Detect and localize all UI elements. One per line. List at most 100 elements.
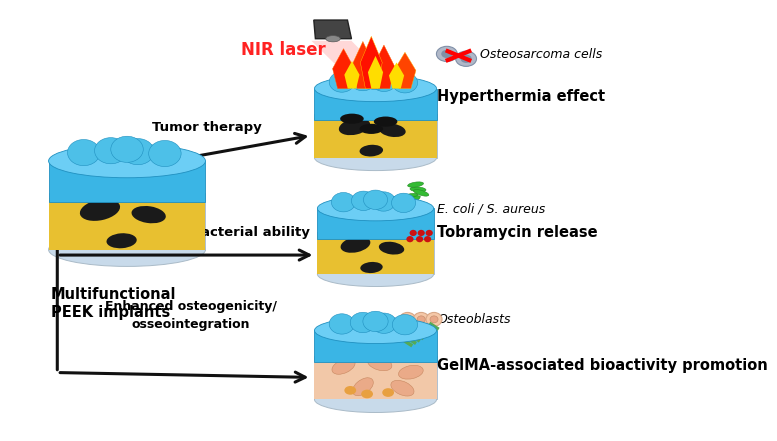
Ellipse shape	[455, 51, 476, 66]
Polygon shape	[314, 20, 351, 39]
Ellipse shape	[407, 205, 416, 213]
Ellipse shape	[408, 182, 423, 187]
Ellipse shape	[406, 236, 413, 242]
Ellipse shape	[410, 187, 426, 192]
Ellipse shape	[68, 139, 100, 166]
Ellipse shape	[424, 236, 431, 242]
Ellipse shape	[368, 356, 392, 371]
Polygon shape	[49, 161, 205, 202]
Polygon shape	[315, 330, 437, 362]
Text: NIR laser: NIR laser	[241, 41, 326, 59]
Ellipse shape	[407, 210, 416, 218]
Text: GelMA-associated bioactivity promotion: GelMA-associated bioactivity promotion	[437, 358, 768, 373]
Ellipse shape	[315, 75, 437, 101]
Ellipse shape	[95, 138, 127, 164]
Ellipse shape	[391, 380, 414, 396]
Polygon shape	[333, 49, 354, 89]
Ellipse shape	[421, 210, 430, 218]
Polygon shape	[315, 118, 437, 157]
Ellipse shape	[329, 72, 354, 92]
Ellipse shape	[379, 123, 406, 137]
Text: osseointegration: osseointegration	[132, 318, 250, 331]
Ellipse shape	[122, 138, 154, 164]
Ellipse shape	[392, 193, 416, 213]
Polygon shape	[315, 89, 437, 120]
Text: Antibacterial ability: Antibacterial ability	[161, 226, 310, 239]
Text: Hyperthermia effect: Hyperthermia effect	[437, 89, 605, 104]
Ellipse shape	[363, 69, 388, 90]
Polygon shape	[49, 193, 205, 250]
Ellipse shape	[350, 312, 375, 333]
Ellipse shape	[426, 230, 433, 236]
Ellipse shape	[403, 316, 412, 323]
Text: Tobramycin release: Tobramycin release	[437, 225, 598, 240]
Ellipse shape	[371, 192, 395, 211]
Ellipse shape	[374, 116, 397, 127]
Ellipse shape	[344, 386, 356, 395]
Polygon shape	[361, 36, 382, 89]
Ellipse shape	[461, 55, 472, 63]
Polygon shape	[394, 52, 416, 89]
Ellipse shape	[315, 145, 437, 171]
Polygon shape	[317, 236, 434, 274]
Ellipse shape	[416, 236, 423, 242]
Ellipse shape	[361, 390, 373, 398]
Ellipse shape	[339, 118, 370, 135]
Ellipse shape	[412, 210, 421, 218]
Ellipse shape	[340, 114, 364, 124]
Text: Enhanced osteogenicity/: Enhanced osteogenicity/	[105, 300, 277, 314]
Text: Osteoblasts: Osteoblasts	[437, 313, 510, 326]
Ellipse shape	[111, 136, 143, 162]
Ellipse shape	[353, 378, 373, 396]
Ellipse shape	[148, 140, 181, 167]
Ellipse shape	[49, 144, 205, 178]
Ellipse shape	[430, 316, 438, 323]
Ellipse shape	[364, 190, 388, 209]
Ellipse shape	[315, 386, 437, 412]
Polygon shape	[312, 41, 402, 96]
Text: PEEK implants: PEEK implants	[51, 305, 170, 320]
Ellipse shape	[382, 388, 394, 397]
Ellipse shape	[416, 205, 426, 213]
Ellipse shape	[413, 190, 429, 196]
Polygon shape	[344, 61, 360, 89]
Ellipse shape	[361, 262, 383, 273]
Polygon shape	[317, 209, 434, 239]
Ellipse shape	[402, 193, 418, 199]
Ellipse shape	[329, 314, 354, 334]
Ellipse shape	[417, 230, 425, 236]
Ellipse shape	[392, 73, 417, 93]
Polygon shape	[373, 45, 395, 89]
Ellipse shape	[417, 316, 425, 323]
Ellipse shape	[332, 359, 355, 374]
Ellipse shape	[49, 233, 205, 266]
Ellipse shape	[371, 71, 396, 91]
Ellipse shape	[350, 71, 375, 91]
Ellipse shape	[379, 242, 404, 254]
Ellipse shape	[351, 191, 375, 210]
Polygon shape	[317, 232, 434, 274]
Polygon shape	[315, 114, 437, 157]
Ellipse shape	[360, 124, 383, 134]
Ellipse shape	[399, 365, 423, 379]
Ellipse shape	[317, 262, 434, 287]
Ellipse shape	[406, 196, 420, 204]
Text: Tumor therapy: Tumor therapy	[152, 121, 262, 134]
Ellipse shape	[413, 312, 429, 326]
Ellipse shape	[371, 313, 396, 333]
Ellipse shape	[409, 230, 416, 236]
Ellipse shape	[332, 193, 355, 212]
Ellipse shape	[360, 145, 383, 157]
Ellipse shape	[399, 312, 416, 326]
Text: E. coli / S. aureus: E. coli / S. aureus	[437, 202, 545, 215]
Ellipse shape	[437, 46, 458, 62]
Ellipse shape	[392, 314, 417, 335]
Text: Osteosarcoma cells: Osteosarcoma cells	[479, 48, 602, 61]
Ellipse shape	[326, 36, 340, 42]
Ellipse shape	[340, 237, 371, 253]
Polygon shape	[368, 56, 383, 89]
Polygon shape	[389, 63, 404, 89]
Ellipse shape	[317, 196, 434, 221]
Ellipse shape	[363, 311, 388, 332]
Polygon shape	[352, 41, 374, 89]
